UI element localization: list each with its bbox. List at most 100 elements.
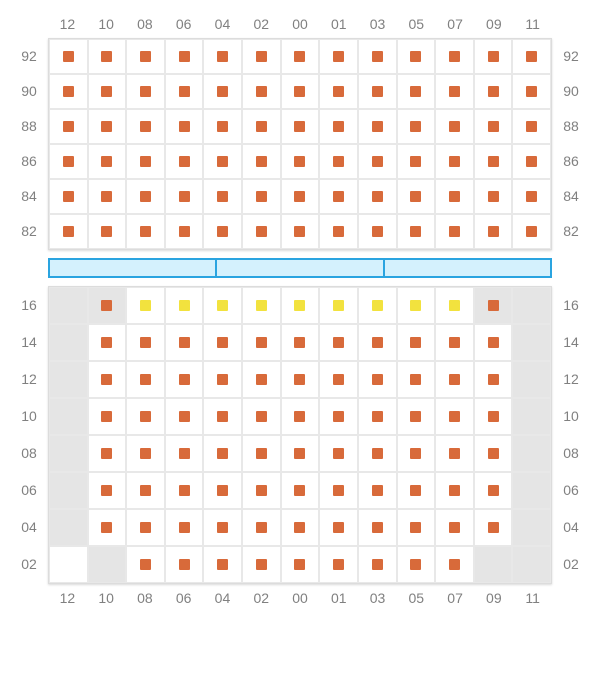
- seat-cell[interactable]: [165, 398, 204, 435]
- seat-cell[interactable]: [435, 324, 474, 361]
- seat[interactable]: [449, 559, 460, 570]
- seat-cell[interactable]: [165, 546, 204, 583]
- seat[interactable]: [410, 559, 421, 570]
- seat-cell[interactable]: [435, 144, 474, 179]
- seat-cell[interactable]: [203, 287, 242, 324]
- seat-cell[interactable]: [397, 546, 436, 583]
- seat[interactable]: [179, 485, 190, 496]
- seat-cell[interactable]: [319, 398, 358, 435]
- seat-cell[interactable]: [242, 144, 281, 179]
- seat-cell[interactable]: [319, 472, 358, 509]
- seat-cell[interactable]: [319, 39, 358, 74]
- seat[interactable]: [294, 559, 305, 570]
- seat[interactable]: [488, 374, 499, 385]
- seat[interactable]: [449, 191, 460, 202]
- seat[interactable]: [217, 300, 228, 311]
- seat-cell[interactable]: [512, 179, 551, 214]
- seat-cell[interactable]: [165, 179, 204, 214]
- seat-cell[interactable]: [358, 398, 397, 435]
- seat-cell[interactable]: [435, 361, 474, 398]
- seat-cell[interactable]: [358, 509, 397, 546]
- seat-cell[interactable]: [397, 472, 436, 509]
- seat[interactable]: [372, 86, 383, 97]
- seat[interactable]: [217, 448, 228, 459]
- seat-cell[interactable]: [165, 509, 204, 546]
- seat-cell[interactable]: [49, 144, 88, 179]
- seat-cell[interactable]: [474, 144, 513, 179]
- seat[interactable]: [179, 522, 190, 533]
- seat[interactable]: [101, 226, 112, 237]
- seat-cell[interactable]: [358, 435, 397, 472]
- seat-cell[interactable]: [474, 179, 513, 214]
- seat[interactable]: [488, 191, 499, 202]
- seat-cell[interactable]: [397, 39, 436, 74]
- seat-cell[interactable]: [165, 214, 204, 249]
- seat-cell[interactable]: [319, 546, 358, 583]
- seat[interactable]: [333, 121, 344, 132]
- seat-cell[interactable]: [165, 472, 204, 509]
- seat[interactable]: [63, 226, 74, 237]
- seat[interactable]: [372, 300, 383, 311]
- seat[interactable]: [333, 51, 344, 62]
- seat[interactable]: [488, 51, 499, 62]
- seat-cell[interactable]: [165, 39, 204, 74]
- seat-cell[interactable]: [88, 324, 127, 361]
- seat[interactable]: [410, 485, 421, 496]
- seat-cell[interactable]: [88, 361, 127, 398]
- seat-cell[interactable]: [49, 179, 88, 214]
- seat[interactable]: [488, 411, 499, 422]
- seat[interactable]: [488, 448, 499, 459]
- seat[interactable]: [526, 156, 537, 167]
- seat-cell[interactable]: [126, 144, 165, 179]
- seat[interactable]: [256, 226, 267, 237]
- seat-cell[interactable]: [512, 39, 551, 74]
- seat[interactable]: [101, 156, 112, 167]
- seat[interactable]: [488, 226, 499, 237]
- seat[interactable]: [333, 522, 344, 533]
- seat-cell[interactable]: [397, 144, 436, 179]
- seat[interactable]: [488, 121, 499, 132]
- seat-cell[interactable]: [88, 509, 127, 546]
- seat-cell[interactable]: [203, 324, 242, 361]
- seat[interactable]: [449, 485, 460, 496]
- seat[interactable]: [101, 485, 112, 496]
- seat-cell[interactable]: [88, 109, 127, 144]
- seat[interactable]: [333, 300, 344, 311]
- seat[interactable]: [488, 522, 499, 533]
- seat[interactable]: [410, 522, 421, 533]
- seat[interactable]: [217, 559, 228, 570]
- seat-cell[interactable]: [512, 74, 551, 109]
- seat-cell[interactable]: [165, 435, 204, 472]
- seat-cell[interactable]: [474, 214, 513, 249]
- seat-cell[interactable]: [242, 361, 281, 398]
- seat-cell[interactable]: [126, 39, 165, 74]
- seat[interactable]: [140, 121, 151, 132]
- seat-cell[interactable]: [319, 214, 358, 249]
- seat[interactable]: [526, 226, 537, 237]
- seat[interactable]: [333, 411, 344, 422]
- seat[interactable]: [140, 522, 151, 533]
- seat[interactable]: [294, 448, 305, 459]
- seat-cell[interactable]: [203, 144, 242, 179]
- seat[interactable]: [449, 448, 460, 459]
- seat-cell[interactable]: [397, 74, 436, 109]
- seat[interactable]: [294, 522, 305, 533]
- seat[interactable]: [294, 411, 305, 422]
- seat[interactable]: [256, 411, 267, 422]
- seat-cell[interactable]: [435, 214, 474, 249]
- seat[interactable]: [217, 156, 228, 167]
- seat[interactable]: [217, 411, 228, 422]
- seat-cell[interactable]: [474, 361, 513, 398]
- seat-cell[interactable]: [88, 179, 127, 214]
- seat-cell[interactable]: [126, 287, 165, 324]
- seat[interactable]: [63, 191, 74, 202]
- seat[interactable]: [179, 156, 190, 167]
- seat-cell[interactable]: [88, 214, 127, 249]
- seat[interactable]: [256, 51, 267, 62]
- seat[interactable]: [256, 86, 267, 97]
- seat[interactable]: [140, 374, 151, 385]
- seat[interactable]: [488, 485, 499, 496]
- seat[interactable]: [140, 86, 151, 97]
- seat[interactable]: [179, 51, 190, 62]
- seat-cell[interactable]: [281, 39, 320, 74]
